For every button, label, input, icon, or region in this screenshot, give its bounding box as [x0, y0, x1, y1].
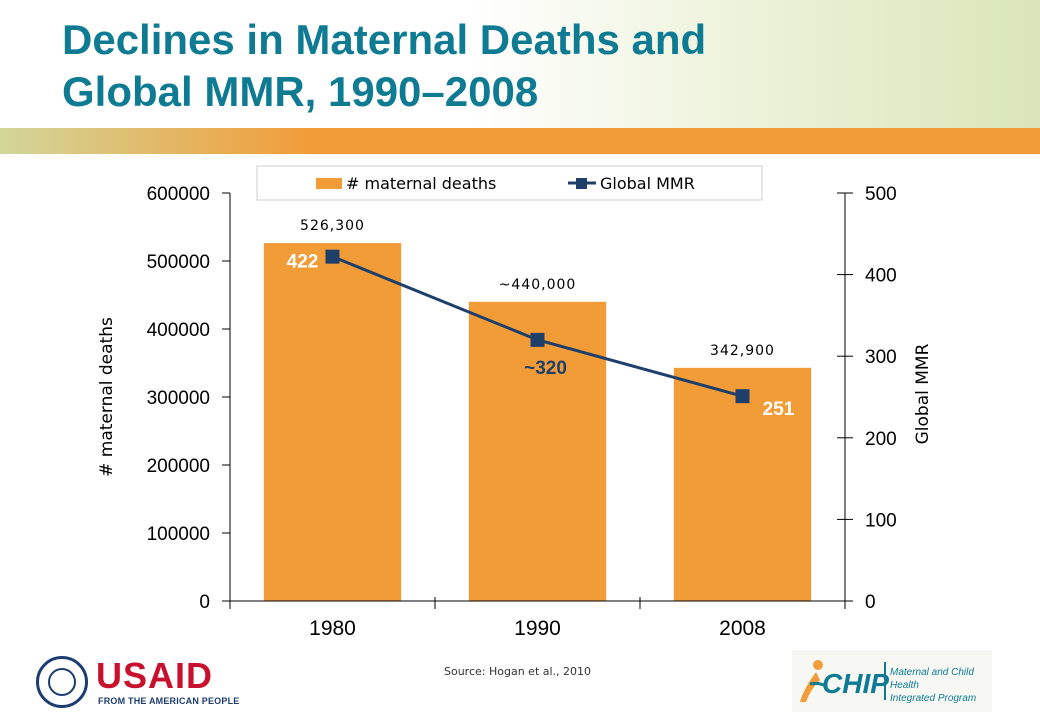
accent-bar-fade	[0, 128, 1040, 154]
combo-chart: 0 100000 200000 300000 400000 500000 600000 0 10…	[97, 165, 933, 640]
y-tick-label-right: 300	[865, 347, 897, 368]
y-axis-title-right: Global MMR	[913, 343, 933, 444]
chip-separator	[884, 662, 886, 700]
legend-label-mmr: Global MMR	[600, 174, 695, 193]
usaid-wordmark: USAID	[96, 655, 214, 696]
bar-data-label: 526,300	[300, 218, 365, 234]
chip-desc-line-1: Maternal and Child Health	[890, 667, 974, 691]
mmr-marker-1980	[325, 249, 340, 264]
legend-swatch-bars	[316, 178, 342, 189]
y-tick-label-left: 400000	[147, 320, 210, 341]
mmr-data-label: 422	[287, 252, 319, 273]
mmr-data-label: ~320	[524, 358, 567, 379]
chip-logo: CHIP Maternal and Child Health Integrate…	[792, 650, 992, 712]
y-tick-label-left: 100000	[147, 524, 210, 545]
title-line-1: Declines in Maternal Deaths and	[62, 16, 707, 63]
x-tick-label: 2008	[719, 617, 766, 640]
chip-wordmark: CHIP	[822, 668, 889, 699]
source-note: Source: Hogan et al., 2010	[444, 665, 592, 678]
bar-data-label: ~440,000	[499, 277, 577, 293]
mmr-data-label: 251	[763, 399, 795, 420]
chip-desc-line-2: Integrated Program	[890, 693, 977, 704]
y-tick-label-left: 0	[199, 592, 210, 613]
y-tick-label-right: 200	[865, 429, 897, 450]
legend-label-bars: # maternal deaths	[346, 174, 496, 193]
title-band	[0, 0, 1040, 130]
mmr-marker-2008	[735, 389, 750, 404]
title-line-2: Global MMR, 1990–2008	[62, 68, 539, 115]
legend-marker-mmr	[576, 178, 587, 189]
y-axis-title-left: # maternal deaths	[97, 317, 117, 477]
y-tick-label-left: 600000	[147, 184, 210, 205]
y-tick-label-right: 0	[865, 592, 876, 613]
y-tick-label-right: 500	[865, 184, 897, 205]
chip-figure-icon	[800, 660, 827, 702]
usaid-tagline: FROM THE AMERICAN PEOPLE	[98, 696, 240, 706]
bar-1980	[263, 243, 402, 601]
y-tick-label-right: 100	[865, 510, 897, 531]
y-tick-label-left: 200000	[147, 456, 210, 477]
mmr-marker-1990	[530, 332, 545, 347]
y-tick-label-right: 400	[865, 266, 897, 287]
usaid-seal-icon	[36, 656, 88, 708]
bar-2008	[673, 367, 812, 601]
usaid-logo: USAID FROM THE AMERICAN PEOPLE	[30, 654, 250, 714]
x-tick-label: 1980	[309, 617, 356, 640]
x-tick-label: 1990	[514, 617, 561, 640]
chip-description: Maternal and Child Health Integrated Pro…	[890, 666, 990, 705]
y-tick-label-left: 300000	[147, 388, 210, 409]
bar-data-label: 342,900	[710, 343, 775, 359]
y-tick-label-left: 500000	[147, 252, 210, 273]
slide-title: Declines in Maternal Deaths and Global M…	[62, 14, 706, 118]
